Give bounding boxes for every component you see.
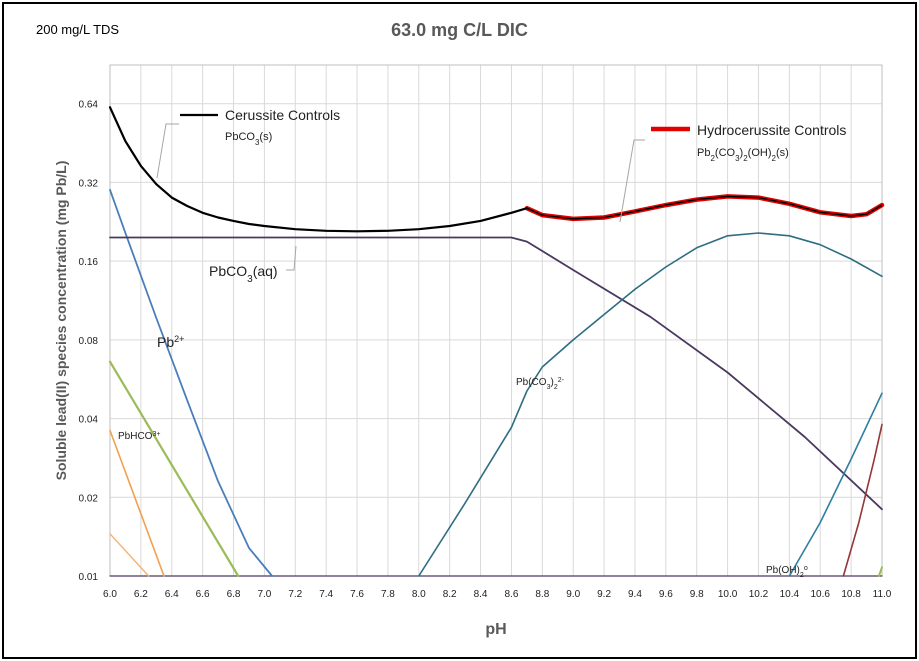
y-tick-label: 0.02 xyxy=(79,493,99,504)
series-line-pb2plus xyxy=(109,188,274,577)
x-tick-label: 9.6 xyxy=(659,589,673,600)
series-line-pbhco3plus xyxy=(108,360,240,578)
label-pb2plus: Pb2+ xyxy=(157,334,184,350)
series-line-green-tail xyxy=(877,566,883,577)
leader-lines xyxy=(156,123,645,271)
y-tick-label: 0.08 xyxy=(79,336,99,347)
x-tick-label: 6.0 xyxy=(103,589,117,600)
x-tick-label: 9.4 xyxy=(628,589,642,600)
x-tick-label: 7.8 xyxy=(381,589,395,600)
legend-formula-cerussite: PbCO3(s) xyxy=(225,131,272,147)
series-line-orange-1 xyxy=(109,429,165,577)
series-line-total-hydrocerussite-core xyxy=(526,195,883,220)
x-tick-label: 8.8 xyxy=(535,589,549,600)
legend-label-cerussite: Cerussite Controls xyxy=(225,107,340,123)
label-pbco3-aq: PbCO3(aq) xyxy=(209,263,278,285)
leader-hydrocerussite xyxy=(619,139,645,223)
gridlines xyxy=(109,65,883,576)
leader-cerussite xyxy=(156,123,179,179)
y-tick-label: 0.01 xyxy=(79,572,99,583)
x-tick-label: 11.0 xyxy=(873,589,892,600)
label-pboh2: Pb(OH)2o xyxy=(766,565,808,579)
y-tick-label: 0.64 xyxy=(79,100,99,111)
x-tick-label: 8.0 xyxy=(412,589,426,600)
x-tick-label: 8.4 xyxy=(474,589,488,600)
tds-note: 200 mg/L TDS xyxy=(36,22,120,37)
series-line-pbco3-2 xyxy=(417,232,883,577)
x-tick-label: 6.2 xyxy=(134,589,148,600)
legend-label-hydrocerussite: Hydrocerussite Controls xyxy=(697,122,846,138)
x-tick-label: 7.6 xyxy=(350,589,364,600)
leader-pbco3-aq xyxy=(286,245,297,271)
series-line-brown xyxy=(842,423,883,577)
x-axis-title: pH xyxy=(485,621,506,638)
tick-labels: 6.0 6.2 6.4 6.6 6.8 7.0 7.2 7.4 7.6 7.8 8.0 8.2 8.4 8… xyxy=(79,100,892,600)
label-pbhco3plus: PbHCO3+ xyxy=(118,431,160,443)
x-tick-label: 8.2 xyxy=(443,589,457,600)
series-layer xyxy=(108,106,885,578)
series-line-orange-2 xyxy=(109,533,150,577)
series-line-pbco3-aq xyxy=(109,236,883,511)
x-tick-label: 10.0 xyxy=(718,589,738,600)
y-tick-label: 0.32 xyxy=(79,178,99,189)
x-tick-label: 9.0 xyxy=(566,589,580,600)
x-tick-label: 9.2 xyxy=(597,589,611,600)
series-line-total-cerussite xyxy=(108,106,529,233)
series-line-pboh2 xyxy=(788,392,883,577)
y-axis-title: Soluble lead(II) species concentration (… xyxy=(53,161,69,481)
x-tick-label: 10.4 xyxy=(780,589,800,600)
x-tick-label: 6.8 xyxy=(227,589,241,600)
x-tick-label: 9.8 xyxy=(690,589,704,600)
x-tick-label: 8.6 xyxy=(504,589,518,600)
x-tick-label: 6.6 xyxy=(196,589,210,600)
legend-formula-hydrocerussite: Pb2(CO3)2(OH)2(s) xyxy=(697,147,789,163)
x-tick-label: 7.2 xyxy=(288,589,302,600)
x-tick-label: 10.2 xyxy=(749,589,769,600)
y-tick-label: 0.04 xyxy=(79,415,99,426)
x-tick-label: 7.0 xyxy=(257,589,271,600)
x-tick-label: 7.4 xyxy=(319,589,333,600)
x-tick-label: 10.6 xyxy=(811,589,831,600)
label-pbco3-2: Pb(CO3)22- xyxy=(516,377,565,391)
chart-title: 63.0 mg C/L DIC xyxy=(391,20,528,40)
series-line-total-hydrocerussite xyxy=(524,194,885,222)
x-tick-label: 6.4 xyxy=(165,589,179,600)
y-tick-label: 0.16 xyxy=(79,257,99,268)
x-tick-label: 10.8 xyxy=(841,589,861,600)
